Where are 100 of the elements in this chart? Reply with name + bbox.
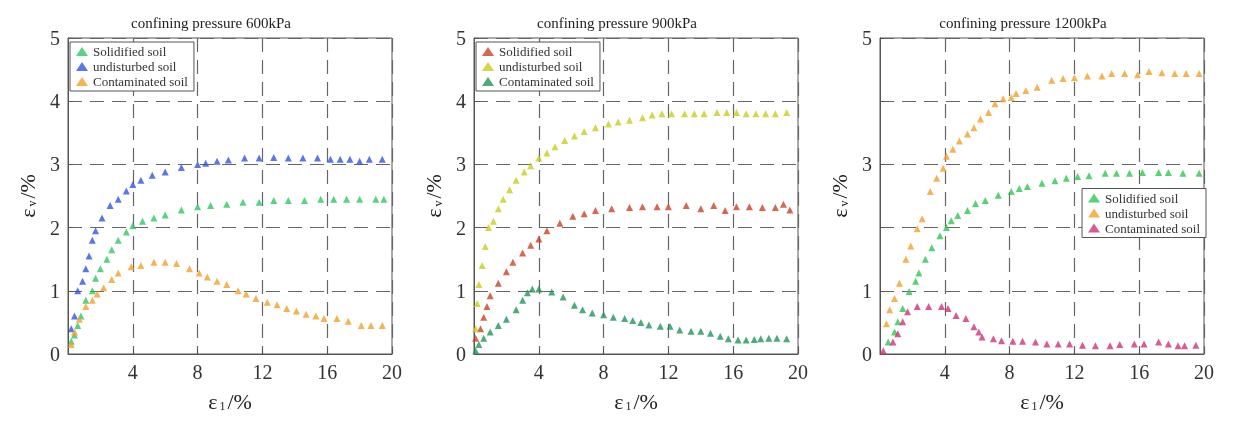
point bbox=[1155, 169, 1163, 177]
y-tick-label: 1 bbox=[862, 279, 872, 302]
x-tick-label: 8 bbox=[1004, 361, 1015, 383]
point bbox=[1079, 341, 1086, 349]
point bbox=[942, 224, 950, 232]
x-tick-label: 4 bbox=[533, 361, 544, 383]
point bbox=[317, 195, 325, 203]
point bbox=[614, 118, 622, 126]
point bbox=[489, 217, 497, 225]
point bbox=[96, 265, 104, 273]
point bbox=[82, 303, 90, 311]
point bbox=[481, 243, 489, 251]
point bbox=[1007, 93, 1015, 101]
point bbox=[771, 203, 779, 211]
point bbox=[933, 174, 941, 182]
point bbox=[1066, 340, 1074, 348]
point bbox=[1062, 174, 1070, 182]
point bbox=[621, 315, 629, 323]
x-axis-title: ε1/% bbox=[1020, 388, 1064, 414]
point bbox=[213, 157, 221, 165]
point bbox=[114, 195, 122, 203]
point bbox=[270, 196, 278, 204]
point bbox=[666, 322, 674, 330]
point bbox=[92, 274, 100, 282]
point bbox=[1101, 169, 1109, 177]
point bbox=[1181, 342, 1189, 350]
point bbox=[902, 255, 910, 263]
x-tick-label: 20 bbox=[382, 361, 402, 383]
point bbox=[629, 317, 637, 324]
point bbox=[1182, 69, 1190, 77]
point bbox=[284, 196, 292, 204]
point bbox=[344, 317, 352, 325]
point bbox=[255, 198, 263, 206]
point bbox=[548, 288, 556, 296]
y-tick-label: 2 bbox=[50, 216, 60, 239]
point bbox=[137, 176, 145, 184]
point bbox=[100, 284, 108, 292]
legend-label: undisturbed soil bbox=[93, 59, 177, 74]
point bbox=[742, 336, 750, 344]
point bbox=[535, 154, 543, 162]
point bbox=[1033, 83, 1041, 91]
x-tick-label: 12 bbox=[1064, 361, 1085, 383]
point bbox=[551, 143, 559, 151]
point bbox=[1164, 169, 1172, 177]
y-tick-label: 0 bbox=[50, 343, 60, 365]
point bbox=[202, 159, 210, 167]
point bbox=[915, 269, 923, 277]
point bbox=[302, 310, 310, 318]
point bbox=[1145, 68, 1153, 75]
point bbox=[626, 203, 634, 211]
point bbox=[921, 255, 929, 263]
point bbox=[223, 280, 231, 288]
point bbox=[255, 154, 263, 162]
point bbox=[1059, 74, 1067, 82]
point bbox=[1009, 337, 1017, 345]
point bbox=[137, 262, 145, 270]
point bbox=[273, 301, 281, 309]
y-tick-label: 4 bbox=[50, 90, 60, 113]
point bbox=[732, 203, 740, 211]
point bbox=[485, 224, 493, 232]
point bbox=[1134, 71, 1142, 79]
point bbox=[92, 227, 100, 235]
y-tick-label: 1 bbox=[456, 279, 466, 302]
point bbox=[478, 262, 486, 270]
point bbox=[648, 111, 656, 119]
point bbox=[239, 198, 247, 206]
point bbox=[656, 322, 664, 330]
point bbox=[139, 217, 147, 225]
point bbox=[579, 306, 587, 314]
point bbox=[783, 109, 791, 117]
point bbox=[912, 277, 920, 285]
x-tick-label: 20 bbox=[1194, 361, 1214, 383]
point bbox=[543, 149, 551, 157]
point bbox=[483, 303, 491, 311]
point bbox=[962, 315, 970, 323]
point bbox=[1195, 69, 1203, 77]
point bbox=[682, 201, 690, 209]
point bbox=[981, 196, 989, 204]
point bbox=[895, 279, 903, 287]
x-axis-title: ε1/% bbox=[614, 388, 658, 414]
point bbox=[758, 203, 766, 211]
point bbox=[122, 228, 130, 236]
point bbox=[882, 320, 890, 328]
point bbox=[970, 124, 978, 132]
x-tick-label: 8 bbox=[598, 361, 609, 383]
point bbox=[765, 334, 773, 342]
y-axis-title: εv/% bbox=[420, 174, 446, 218]
point bbox=[1085, 172, 1093, 180]
point bbox=[570, 301, 578, 309]
y-tick-label: 0 bbox=[456, 343, 466, 365]
point bbox=[944, 305, 952, 312]
point bbox=[356, 195, 364, 203]
point bbox=[963, 130, 971, 138]
point bbox=[357, 322, 365, 330]
point bbox=[1195, 169, 1203, 177]
y-axis-title: εv/% bbox=[826, 174, 852, 218]
point bbox=[88, 236, 96, 244]
y-axis-title: εv/% bbox=[14, 174, 40, 218]
point bbox=[891, 294, 899, 302]
point bbox=[1171, 69, 1179, 77]
